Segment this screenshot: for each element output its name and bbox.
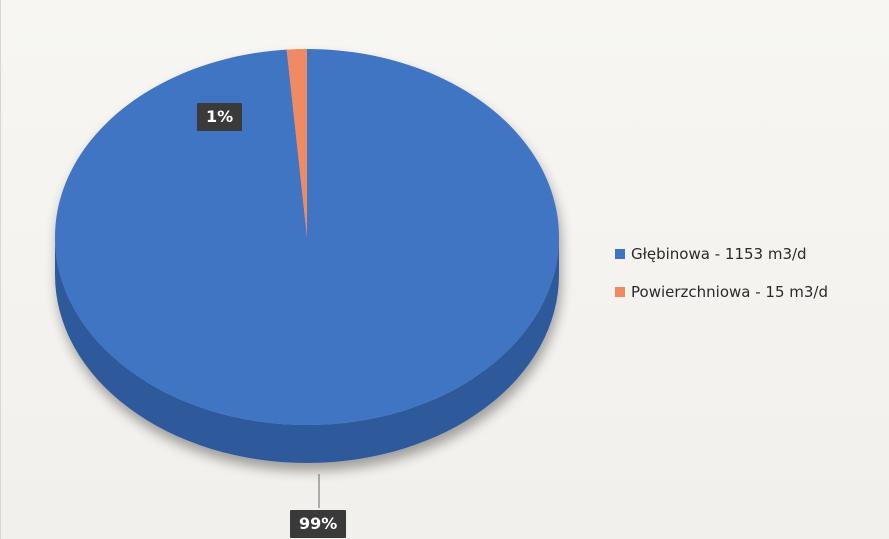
pie-side-0 bbox=[55, 237, 559, 463]
pie-slice-1 bbox=[286, 49, 307, 237]
data-label-glebinowa: 99% bbox=[290, 510, 347, 538]
legend-item-powierzchniowa: Powierzchniowa - 15 m3/d bbox=[615, 282, 828, 302]
data-label-powierzchniowa: 1% bbox=[197, 103, 243, 131]
legend-label-powierzchniowa: Powierzchniowa - 15 m3/d bbox=[631, 283, 828, 301]
legend-item-glebinowa: Głębinowa - 1153 m3/d bbox=[615, 244, 828, 264]
legend-label-glebinowa: Głębinowa - 1153 m3/d bbox=[631, 245, 807, 263]
legend: Głębinowa - 1153 m3/d Powierzchniowa - 1… bbox=[615, 244, 828, 320]
pie-body bbox=[54, 49, 560, 463]
legend-swatch-powierzchniowa bbox=[615, 287, 625, 297]
legend-swatch-glebinowa bbox=[615, 249, 625, 259]
